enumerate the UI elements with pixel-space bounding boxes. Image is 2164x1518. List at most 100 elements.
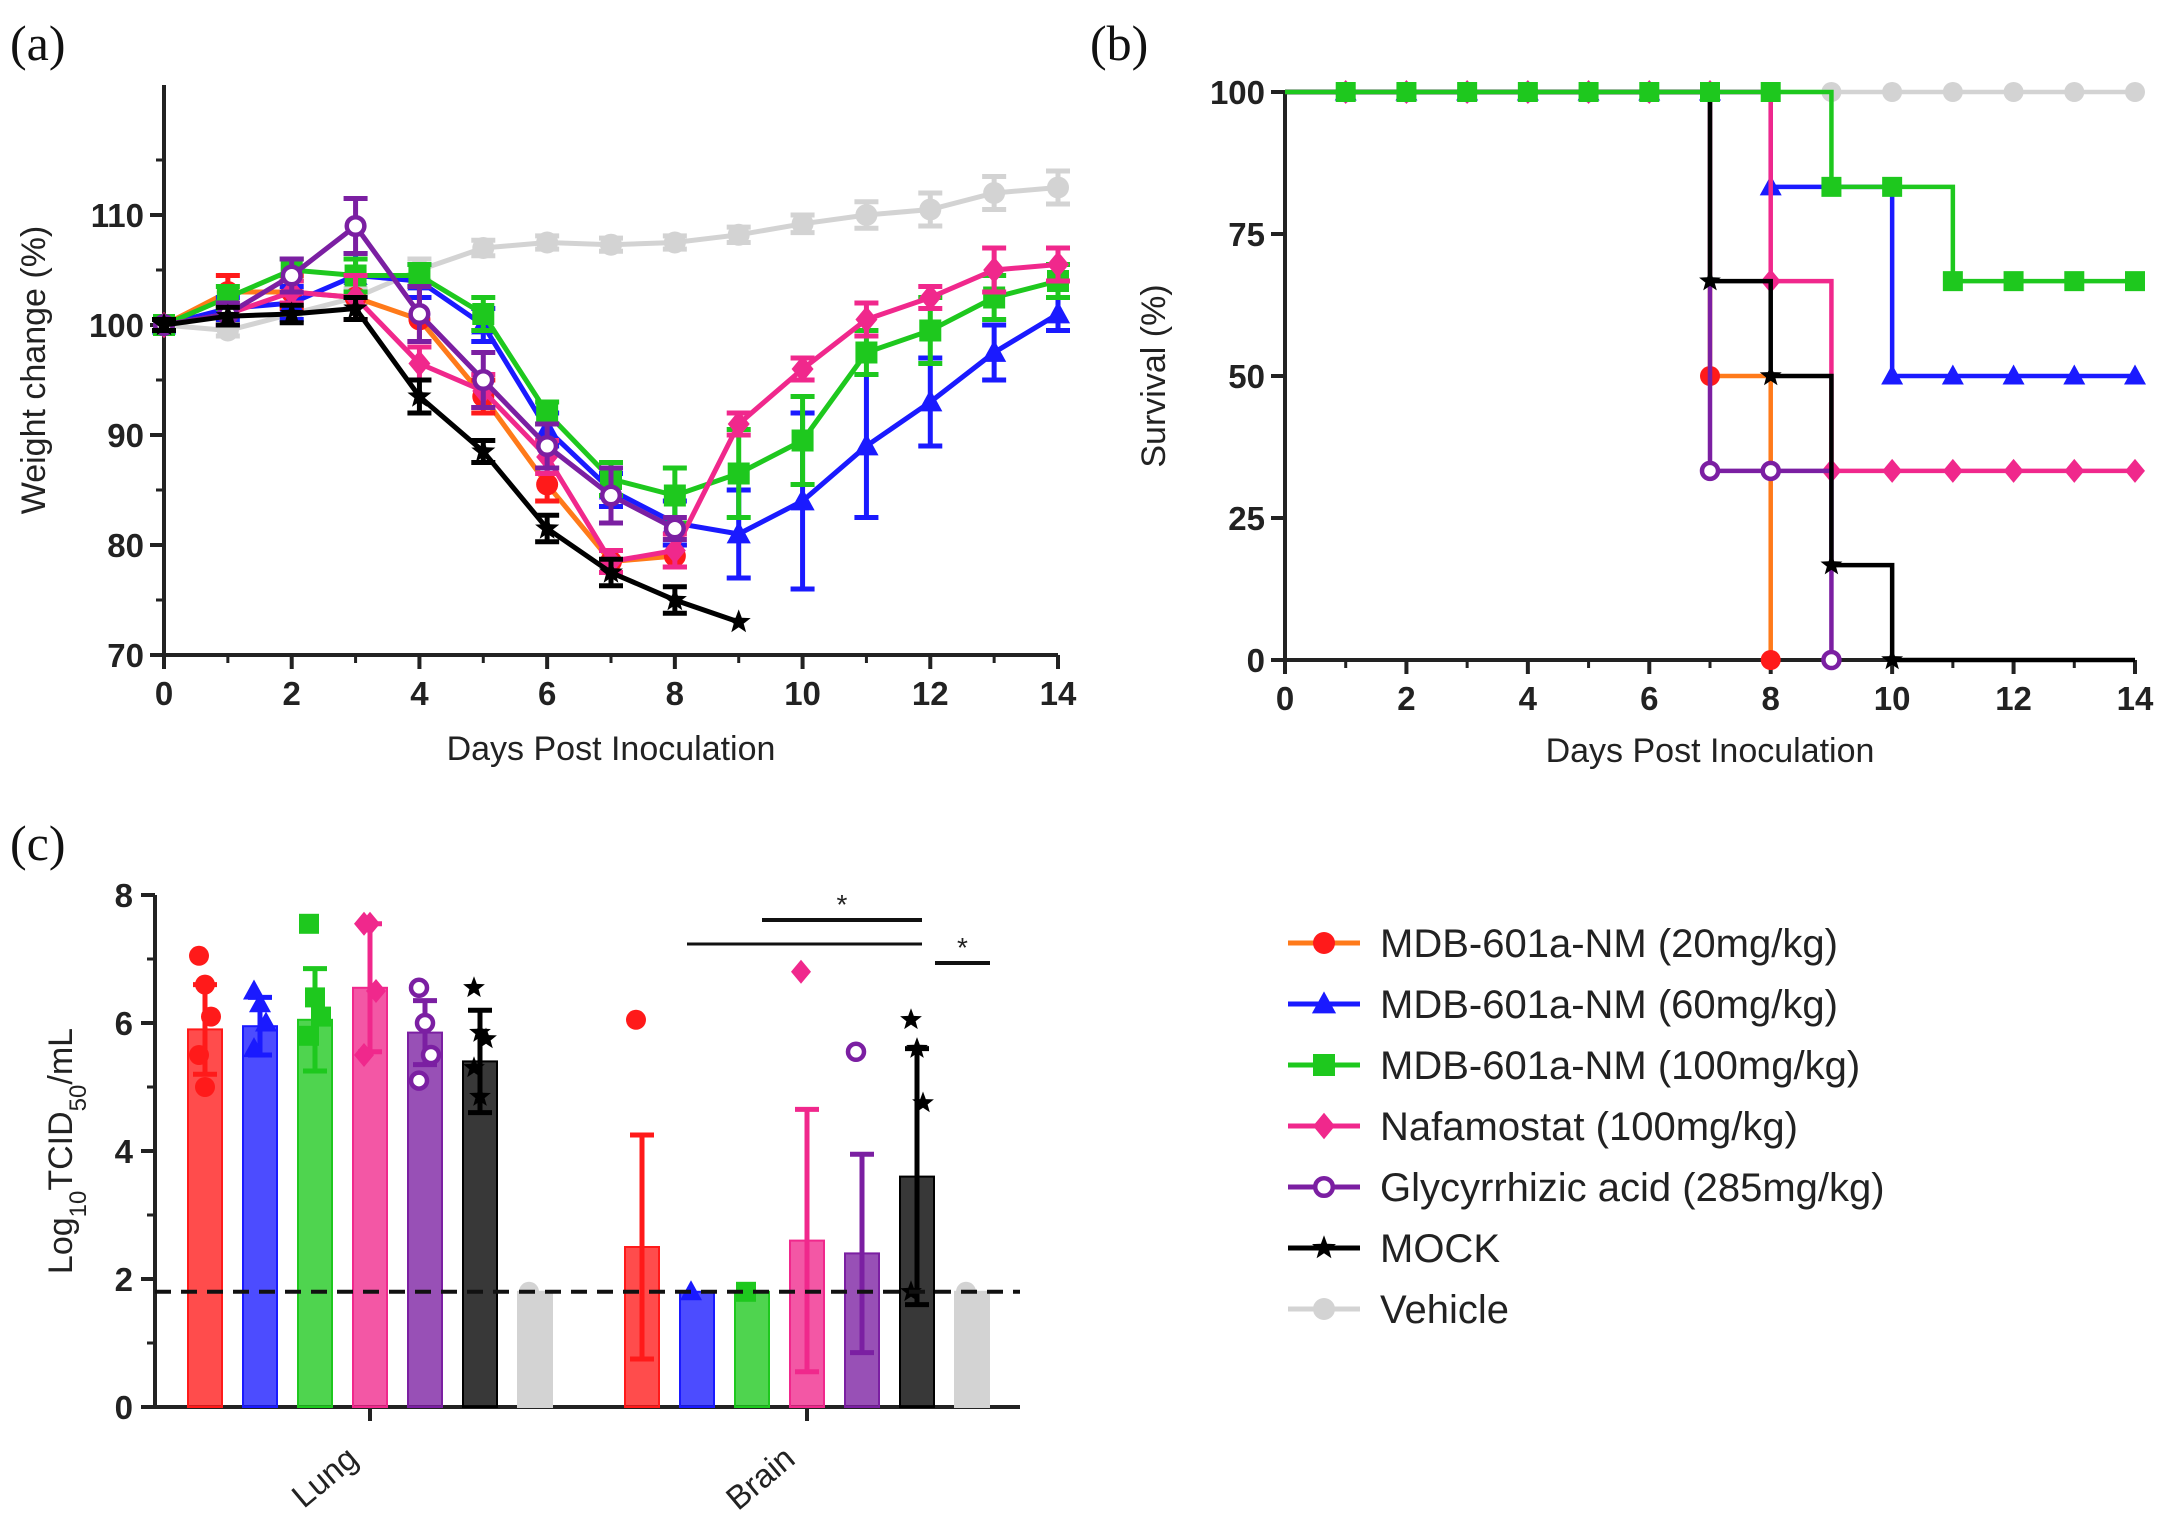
a-point-mdb-601a-nm-60mg-kg-9 — [726, 521, 751, 544]
a-point-glycyrrhizic-acid-285mg-kg-4 — [408, 302, 431, 326]
legend-label-vehicle: Vehicle — [1380, 1288, 1509, 1332]
b-ytick-label-25: 25 — [1228, 500, 1265, 537]
c-point-mdb-601a-nm-20mg-kg-brain-0 — [626, 1009, 646, 1030]
c-group-nafamostat-100mg-kg-lung — [352, 911, 388, 1408]
c-point-mock-brain-2 — [912, 1091, 934, 1113]
b-point-mock-10 — [1881, 648, 1904, 670]
panel-c-label: (c) — [10, 815, 66, 871]
c-point-mock-lung-1 — [469, 1021, 491, 1042]
a-ytick-label-110: 110 — [91, 197, 144, 234]
legend-marker-mdb-601a-nm-60mg-kg — [1311, 991, 1337, 1014]
b-point-vehicle-10 — [1882, 82, 1903, 102]
legend-entry-vehicle: Vehicle — [1288, 1288, 1509, 1332]
a-xtick-label-2: 2 — [283, 675, 301, 712]
b-xtick-label-14: 14 — [2117, 680, 2154, 717]
a-point-nafamostat-100mg-kg-13 — [983, 256, 1006, 284]
c-group-mdb-601a-nm-100mg-kg-lung — [297, 913, 333, 1408]
panel-b-ylabel: Survival (%) — [1135, 284, 1173, 467]
c-ytick-label-6: 6 — [115, 1005, 133, 1042]
c-bar-mock-lung — [462, 1060, 498, 1409]
b-xtick-label-4: 4 — [1519, 680, 1538, 717]
legend-marker-glycyrrhizic-acid-285mg-kg — [1312, 1175, 1336, 1199]
b-point-mdb-601a-nm-100mg-kg-12 — [2003, 271, 2024, 292]
a-xtick-label-8: 8 — [666, 675, 684, 712]
a-ytick-label-90: 90 — [107, 417, 144, 454]
a-ytick-label-70: 70 — [107, 637, 144, 674]
legend-marker-mock — [1312, 1235, 1336, 1259]
b-point-mdb-601a-nm-100mg-kg-5 — [1578, 82, 1599, 102]
c-group-mdb-601a-nm-100mg-kg-brain — [734, 1281, 770, 1409]
c-point-mdb-601a-nm-60mg-kg-lung-2 — [255, 1011, 277, 1032]
a-point-mdb-601a-nm-100mg-kg-12 — [919, 319, 942, 342]
c-sig-100mg-mock-star: * — [837, 889, 848, 920]
a-point-nafamostat-100mg-kg-11 — [855, 306, 878, 333]
b-xtick-label-0: 0 — [1276, 680, 1294, 717]
ylabel-sub-50: 50 — [65, 1085, 92, 1112]
b-xtick-label-10: 10 — [1874, 680, 1911, 717]
legend-label-mdb-601a-nm-60mg-kg: MDB-601a-NM (60mg/kg) — [1380, 983, 1838, 1027]
c-point-mdb-601a-nm-60mg-kg-lung-3 — [243, 1037, 265, 1058]
panel-a-xlabel: Days Post Inoculation — [447, 730, 776, 768]
b-point-vehicle-14 — [2125, 82, 2145, 102]
c-point-nafamostat-100mg-kg-lung-3 — [354, 1043, 374, 1067]
b-point-mdb-601a-nm-100mg-kg-6 — [1639, 82, 1660, 102]
a-point-glycyrrhizic-acid-285mg-kg-7 — [599, 484, 623, 507]
c-ytick-label-4: 4 — [115, 1133, 134, 1170]
b-series-mdb-601a-nm-60mg-kg — [1285, 80, 2146, 385]
c-group-nafamostat-100mg-kg-brain — [789, 959, 825, 1408]
a-xtick-label-14: 14 — [1040, 675, 1077, 712]
a-point-mdb-601a-nm-100mg-kg-6 — [536, 402, 559, 424]
a-point-nafamostat-100mg-kg-8 — [663, 537, 686, 564]
b-point-mdb-601a-nm-100mg-kg-2 — [1396, 82, 1417, 102]
c-bar-vehicle-brain — [954, 1290, 990, 1409]
c-point-glycyrrhizic-acid-285mg-kg-lung-0 — [408, 977, 430, 999]
c-bar-vehicle-lung — [517, 1290, 553, 1409]
a-point-mdb-601a-nm-20mg-kg-6 — [536, 473, 559, 496]
a-point-mdb-601a-nm-100mg-kg-11 — [855, 341, 878, 364]
b-point-mdb-601a-nm-60mg-kg-11 — [1941, 364, 1964, 385]
b-ytick-label-50: 50 — [1228, 358, 1265, 395]
ylabel-log: Log — [42, 1217, 80, 1274]
legend-label-mdb-601a-nm-20mg-kg: MDB-601a-NM (20mg/kg) — [1380, 922, 1838, 966]
ylabel-unit: /mL — [42, 1028, 80, 1085]
legend-marker-mdb-601a-nm-20mg-kg — [1313, 932, 1335, 954]
a-point-nafamostat-100mg-kg-4 — [408, 350, 431, 377]
c-point-nafamostat-100mg-kg-brain-0 — [791, 959, 811, 984]
a-point-mdb-601a-nm-100mg-kg-4 — [408, 264, 431, 287]
a-point-mock-1 — [215, 303, 240, 327]
a-point-mdb-601a-nm-60mg-kg-10 — [790, 488, 815, 511]
c-group-glycyrrhizic-acid-285mg-kg-lung — [407, 977, 443, 1408]
c-point-mock-brain-0 — [900, 1008, 922, 1030]
panel-b-survival-chart: (b) Survival (%) Days Post Inoculation 0… — [1090, 15, 2154, 770]
c-ytick-label-8: 8 — [115, 877, 133, 914]
a-xtick-label-4: 4 — [410, 675, 429, 712]
a-point-vehicle-13 — [983, 182, 1006, 204]
a-point-vehicle-6 — [536, 231, 559, 254]
b-point-mdb-601a-nm-60mg-kg-10 — [1881, 364, 1904, 385]
b-point-mdb-601a-nm-60mg-kg-13 — [2063, 364, 2086, 385]
c-bar-mdb-601a-nm-100mg-kg-lung — [297, 1018, 333, 1408]
c-ytick-label-0: 0 — [115, 1389, 133, 1426]
legend-label-nafamostat-100mg-kg: Nafamostat (100mg/kg) — [1380, 1105, 1798, 1149]
a-xtick-label-0: 0 — [155, 675, 173, 712]
a-xtick-label-12: 12 — [912, 675, 949, 712]
a-point-mdb-601a-nm-60mg-kg-13 — [982, 339, 1007, 362]
c-sig-mock-vehicle-star: * — [957, 932, 968, 963]
a-point-mdb-601a-nm-60mg-kg-11 — [854, 433, 879, 456]
b-point-mdb-601a-nm-100mg-kg-4 — [1517, 82, 1538, 102]
c-group-mdb-601a-nm-20mg-kg-lung — [187, 945, 223, 1409]
legend-marker-nafamostat-100mg-kg — [1313, 1112, 1335, 1140]
c-group-mock-brain — [899, 1008, 935, 1408]
c-point-mdb-601a-nm-100mg-kg-brain-0 — [736, 1281, 756, 1302]
c-point-nafamostat-100mg-kg-lung-1 — [360, 911, 380, 936]
c-point-mdb-601a-nm-20mg-kg-lung-0 — [189, 945, 209, 966]
a-series-glycyrrhizic-acid-285mg-kg — [152, 196, 687, 542]
b-ytick-label-75: 75 — [1228, 216, 1265, 253]
c-bar-mdb-601a-nm-60mg-kg-lung — [242, 1025, 278, 1408]
c-group-vehicle-brain — [954, 1281, 990, 1409]
a-point-vehicle-11 — [855, 204, 878, 226]
legend-entry-nafamostat-100mg-kg: Nafamostat (100mg/kg) — [1288, 1105, 1798, 1149]
b-point-mdb-601a-nm-60mg-kg-14 — [2124, 364, 2146, 385]
b-point-mdb-601a-nm-100mg-kg-14 — [2125, 271, 2145, 292]
